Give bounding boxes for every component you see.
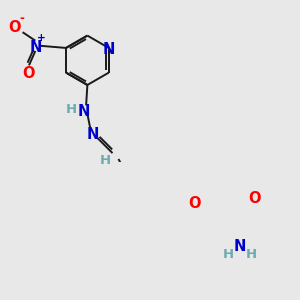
Text: H: H	[100, 154, 111, 166]
Text: O: O	[8, 20, 20, 35]
Text: N: N	[86, 127, 99, 142]
Text: O: O	[188, 196, 201, 211]
Text: N: N	[234, 239, 246, 254]
Text: N: N	[103, 42, 116, 57]
Text: N: N	[78, 104, 90, 119]
Text: N: N	[29, 40, 41, 55]
Text: H: H	[66, 103, 77, 116]
Text: H: H	[246, 248, 257, 261]
Text: +: +	[37, 33, 46, 43]
Text: O: O	[248, 191, 261, 206]
Text: H: H	[222, 248, 233, 261]
Text: O: O	[23, 66, 35, 81]
Text: -: -	[19, 12, 24, 25]
